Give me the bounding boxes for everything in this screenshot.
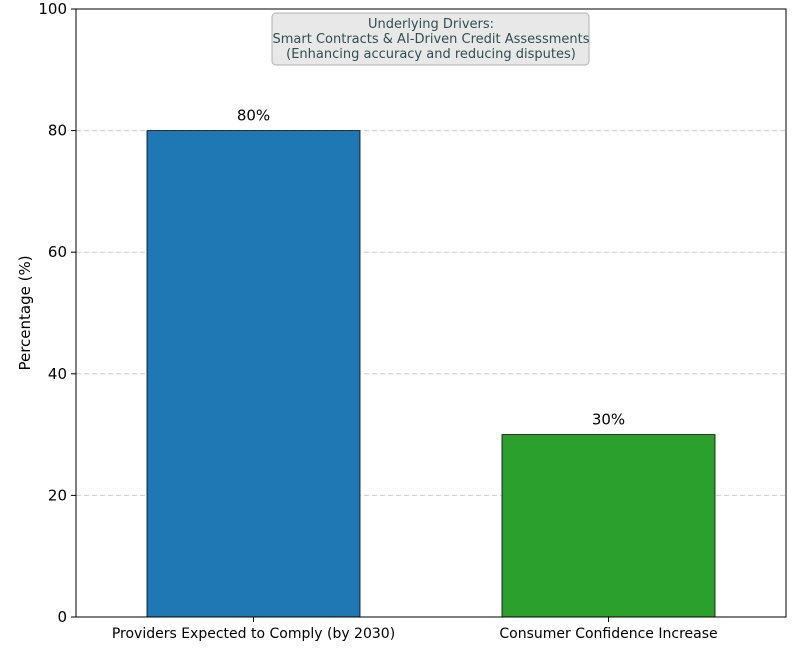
annotation-line: (Enhancing accuracy and reducing dispute… [286, 47, 576, 62]
y-axis-title: Percentage (%) [16, 255, 34, 370]
x-tick-label: Providers Expected to Comply (by 2030) [112, 626, 395, 642]
annotation-line: Underlying Drivers: [368, 17, 494, 32]
y-tick-label: 20 [48, 486, 67, 504]
x-tick-label: Consumer Confidence Increase [499, 626, 717, 642]
data-label: 80% [237, 107, 270, 125]
annotation-box: Underlying Drivers:Smart Contracts & AI-… [271, 12, 590, 66]
bar [146, 130, 361, 618]
annotation-background [271, 12, 590, 66]
grid-lines [76, 130, 786, 496]
y-tick-label: 80 [48, 122, 67, 140]
y-tick-label: 60 [48, 243, 67, 261]
axis-ticks: 0 20 40 60 80 100 Providers Expected to Comply… [38, 0, 717, 642]
annotation-line: Smart Contracts & AI-Driven Credit Asses… [273, 32, 590, 47]
bars [146, 130, 716, 618]
y-tick-label: 40 [48, 365, 67, 383]
bar [501, 434, 716, 618]
data-labels: 80% 30% [237, 107, 625, 429]
y-tick-label: 0 [57, 608, 67, 626]
y-tick-label: 100 [38, 0, 67, 18]
plot-frame [75, 8, 787, 618]
data-label: 30% [592, 411, 625, 429]
